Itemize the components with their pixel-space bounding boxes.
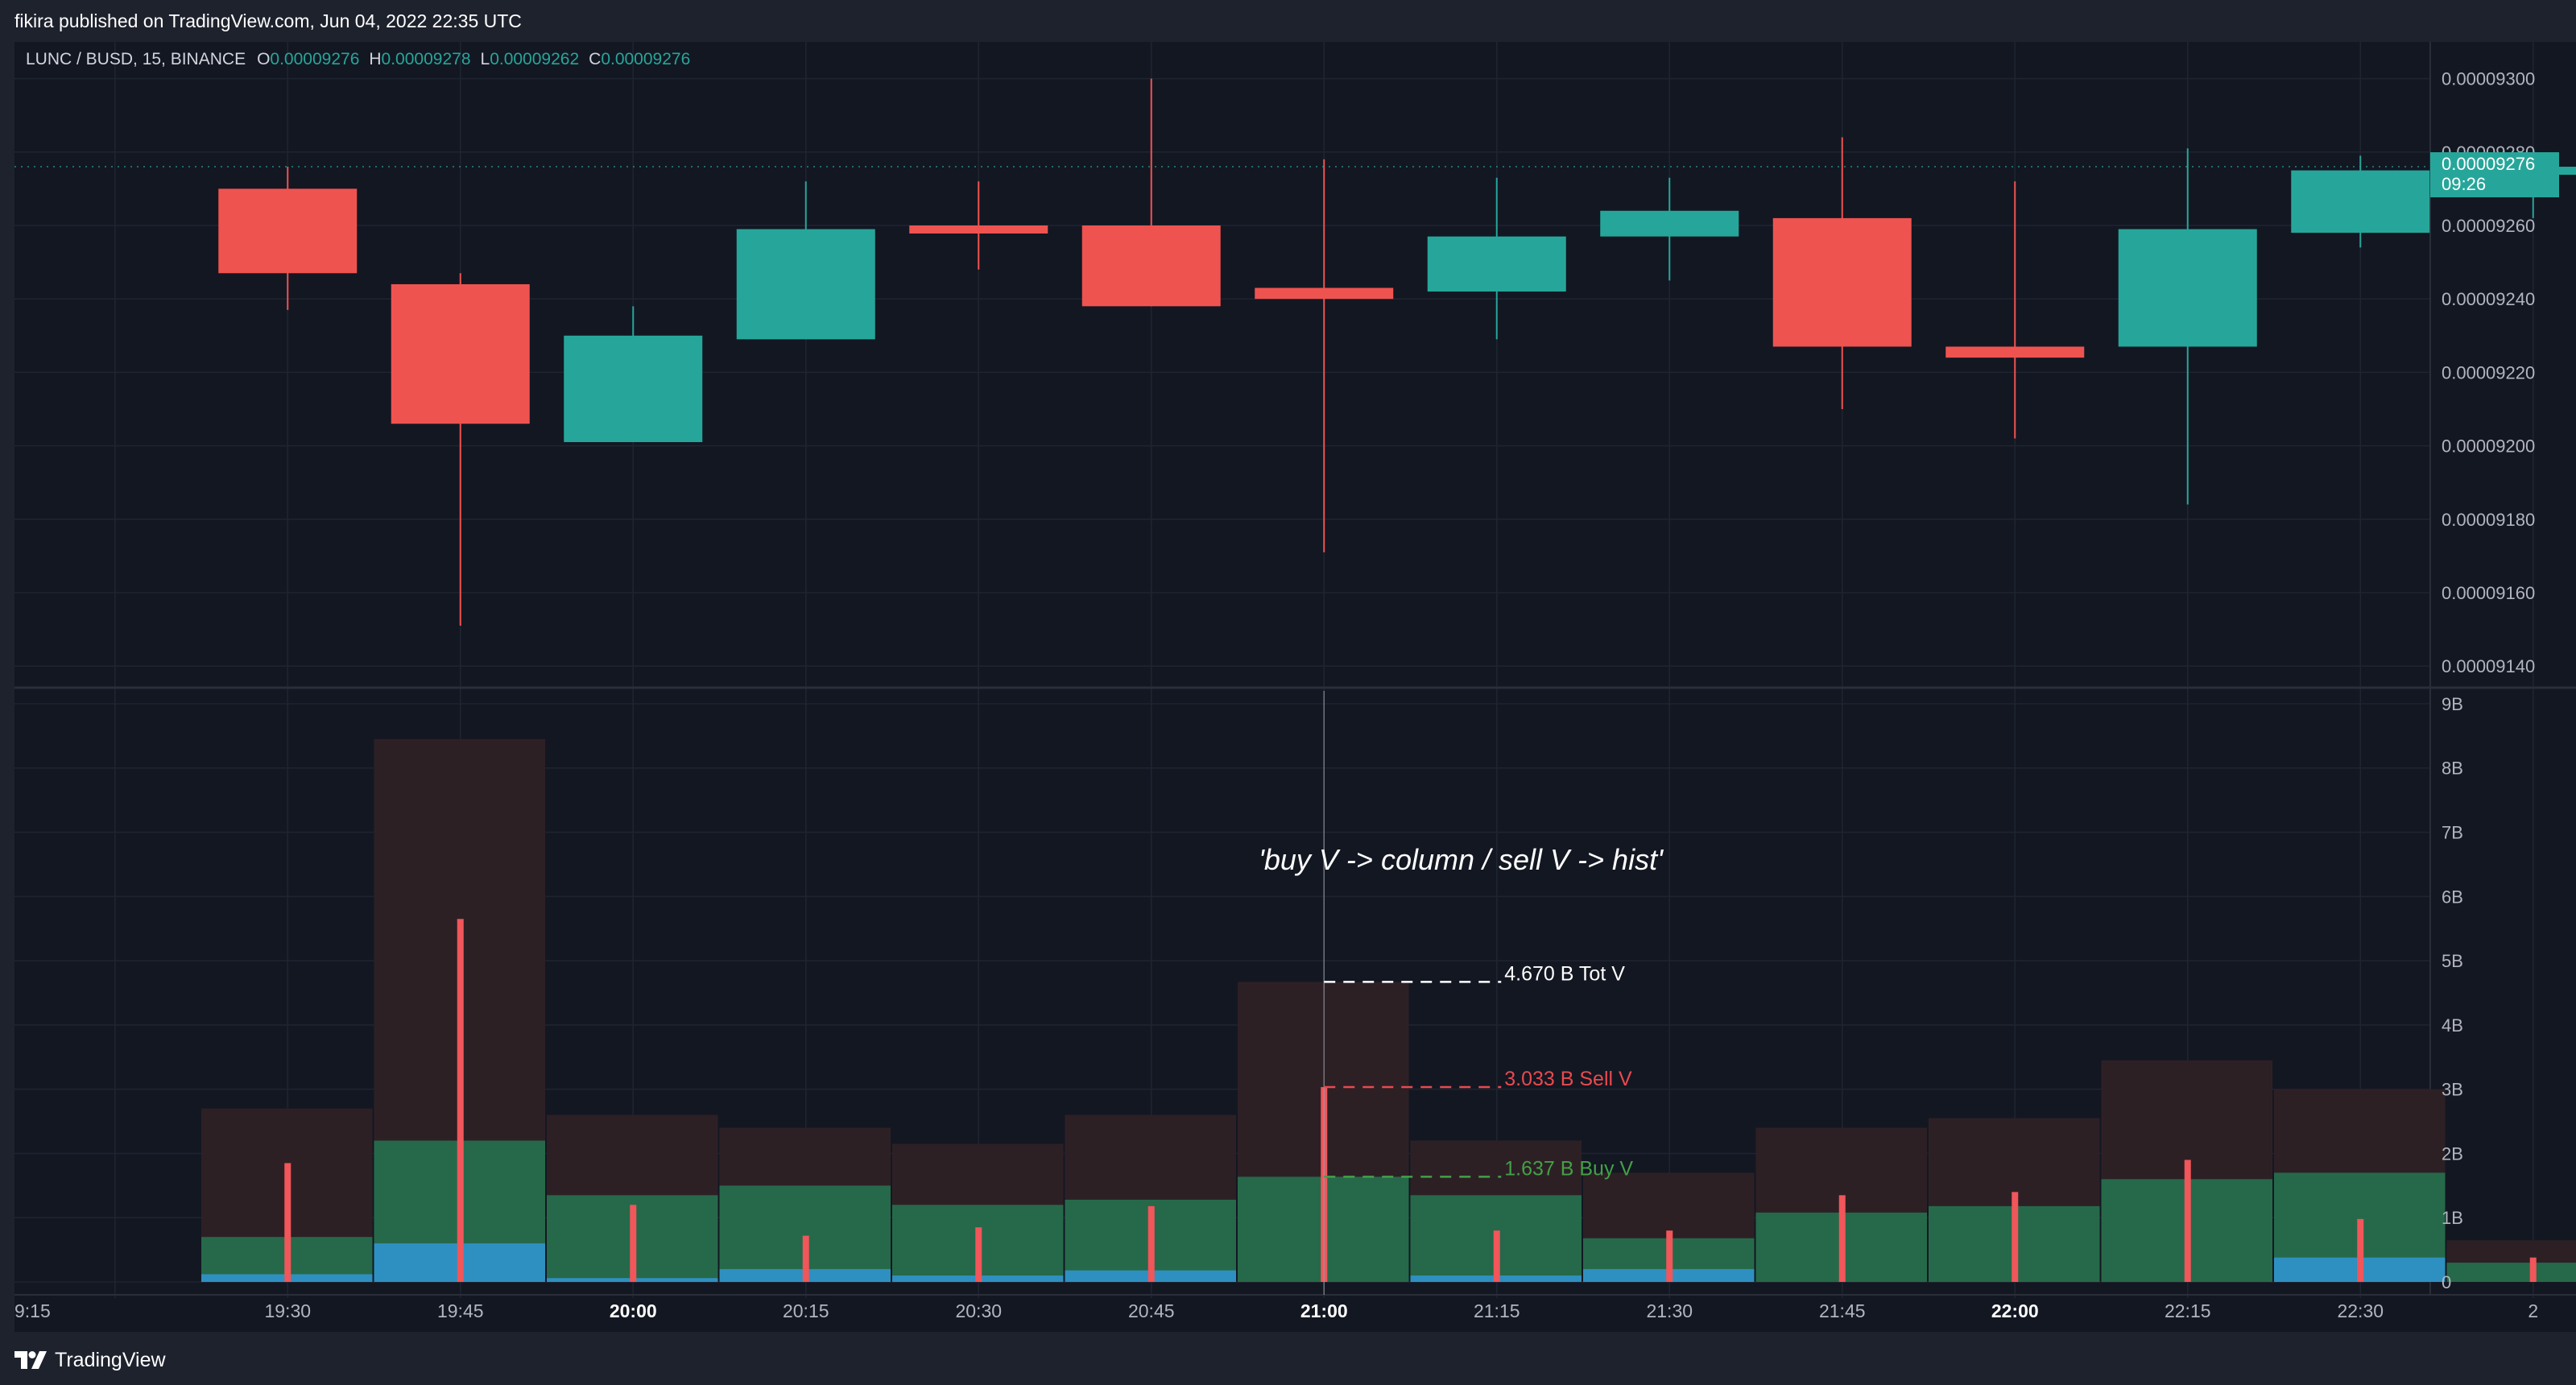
time-axis-tick-label: 21:00 [1300, 1300, 1348, 1321]
time-axis-tick-label: 19:45 [437, 1300, 484, 1321]
sell-volume-histogram [457, 919, 464, 1283]
price-axis-tick-label: 0.00009180 [2442, 510, 2535, 530]
price-axis-tick-label: 0.00009200 [2442, 436, 2535, 457]
last-price-value: 0.00009276 [2442, 154, 2535, 174]
legend-high-value: 0.00009278 [381, 50, 471, 68]
sell-volume-histogram [630, 1205, 637, 1283]
sell-volume-histogram [1838, 1195, 1846, 1283]
sell-volume-histogram [1147, 1205, 1155, 1283]
candle-body [1600, 210, 1739, 237]
price-axis-tick-label: 0.00009220 [2442, 362, 2535, 382]
candle-body [564, 335, 703, 443]
sell-volume-histogram [2529, 1257, 2537, 1283]
volume-axis-tick-label: 7B [2442, 823, 2463, 843]
buy-volume-column [2446, 1263, 2576, 1283]
candle-body [1081, 225, 1221, 307]
sell-volume-histogram [2357, 1218, 2364, 1283]
sell-volume-histogram [2184, 1160, 2191, 1283]
volume-value-label: 4.670 B Tot V [1504, 962, 1625, 985]
price-axis-tick-label: 0.00009140 [2442, 656, 2535, 676]
volume-axis-tick-label: 1B [2442, 1208, 2463, 1228]
footer-bar: TradingView [0, 1332, 2576, 1385]
tradingview-brand[interactable]: TradingView [14, 1348, 166, 1372]
sell-volume-histogram [1493, 1230, 1500, 1283]
candle-body [909, 225, 1048, 234]
legend-high-label: H [369, 50, 382, 68]
price-axis-tick-label: 0.00009160 [2442, 583, 2535, 603]
volume-axis-tick-label: 3B [2442, 1080, 2463, 1100]
time-axis-tick-label: 22:30 [2337, 1300, 2384, 1321]
tradingview-logo-icon [14, 1351, 47, 1369]
candle-body [391, 283, 530, 424]
candle-body [2291, 170, 2430, 234]
legend-open-label: O [257, 50, 271, 68]
time-axis-tick-label: 21:30 [1646, 1300, 1693, 1321]
price-axis-tick-label: 0.00009260 [2442, 216, 2535, 236]
volume-axis-tick-label: 2B [2442, 1143, 2463, 1164]
time-axis-tick-label: 21:45 [1819, 1300, 1866, 1321]
time-axis-tick-label: 20:15 [783, 1300, 829, 1321]
volume-axis-tick-label: 5B [2442, 951, 2463, 971]
chart-area[interactable]: 4.670 B Tot V 3.033 B Sell V 1.637 B Buy V… [14, 42, 2576, 1332]
volume-value-label: 1.637 B Buy V [1504, 1157, 1633, 1180]
time-axis-tick-label: 22:15 [2165, 1300, 2211, 1321]
published-header: fikira published on TradingView.com, Jun… [0, 0, 2576, 42]
last-price-badge [2430, 152, 2559, 198]
sell-volume-histogram [975, 1227, 982, 1283]
price-axis-tick-label: 0.00009240 [2442, 289, 2535, 309]
sell-volume-histogram [1666, 1230, 1673, 1283]
volume-value-label: 3.033 B Sell V [1504, 1068, 1632, 1090]
time-axis-tick-label: 2 [2528, 1300, 2538, 1321]
legend-close-label: C [589, 50, 602, 68]
time-axis-tick-label: 9:15 [14, 1300, 51, 1321]
volume-axis-tick-label: 6B [2442, 887, 2463, 907]
candle-body [1772, 217, 1912, 347]
time-axis-tick-label: 20:45 [1128, 1300, 1175, 1321]
symbol-name[interactable]: LUNC / BUSD, 15, BINANCE [26, 50, 246, 68]
sell-volume-histogram [802, 1235, 809, 1283]
candle-body [1945, 346, 2085, 358]
time-axis-tick-label: 20:00 [610, 1300, 657, 1321]
legend-close-value: 0.00009276 [601, 50, 691, 68]
time-axis-tick-label: 19:30 [264, 1300, 311, 1321]
candle-body [2118, 229, 2257, 347]
brand-name: TradingView [55, 1348, 166, 1371]
time-axis-tick-label: 22:00 [1991, 1300, 2039, 1321]
volume-axis-tick-label: 0 [2442, 1272, 2451, 1292]
price-axis-tick-label: 0.00009300 [2442, 69, 2535, 89]
chart-canvas[interactable]: 4.670 B Tot V 3.033 B Sell V 1.637 B Buy V… [14, 42, 2576, 1332]
candle-body [218, 188, 358, 274]
volume-axis-tick-label: 4B [2442, 1015, 2463, 1036]
legend-low-label: L [480, 50, 490, 68]
candle-body [1427, 236, 1566, 292]
candle-body [1255, 287, 1394, 300]
symbol-legend: LUNC / BUSD, 15, BINANCE O0.00009276 H0.… [26, 50, 700, 69]
published-text: fikira published on TradingView.com, Jun… [14, 10, 522, 31]
sell-volume-histogram [284, 1163, 292, 1283]
volume-axis-tick-label: 9B [2442, 694, 2463, 714]
sell-volume-histogram [2012, 1192, 2019, 1283]
time-axis-tick-label: 20:30 [955, 1300, 1002, 1321]
legend-open-value: 0.00009276 [270, 50, 360, 68]
time-axis-tick-label: 21:15 [1474, 1300, 1520, 1321]
legend-low-value: 0.00009262 [490, 50, 580, 68]
volume-axis-tick-label: 8B [2442, 759, 2463, 779]
candle-body [736, 229, 875, 340]
annotation-text: 'buy V -> column / sell V -> hist' [1259, 843, 1664, 876]
bar-countdown: 09:26 [2442, 174, 2486, 194]
